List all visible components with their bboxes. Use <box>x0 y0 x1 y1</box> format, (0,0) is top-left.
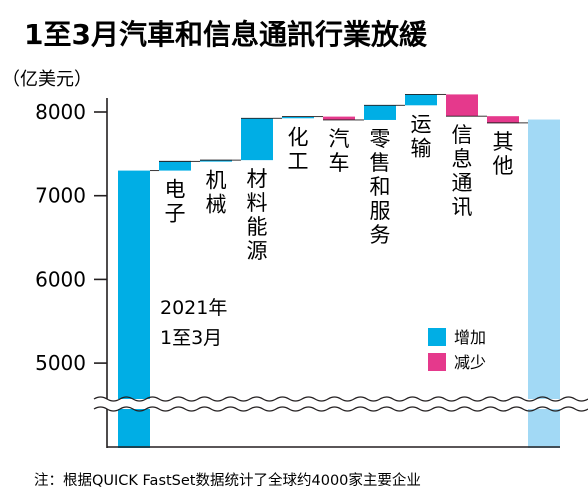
bar-step-2 <box>241 118 273 161</box>
bar-step-5 <box>364 105 396 120</box>
start-label-line-2: 1至3月 <box>160 327 222 349</box>
bar-step-4 <box>323 116 355 120</box>
legend-decrease-label: 减少 <box>454 353 486 372</box>
legend-increase-swatch <box>428 328 446 346</box>
category-label-6: 运输 <box>411 112 432 160</box>
category-label-7: 信息通讯 <box>452 123 473 219</box>
category-label-8: 其他 <box>493 130 514 178</box>
bar-end <box>528 119 560 449</box>
bar-step-0 <box>159 161 191 171</box>
y-tick-label-5000: 5000 <box>35 351 86 375</box>
category-label-3: 化工 <box>288 125 309 173</box>
y-tick-label-8000: 8000 <box>35 100 86 124</box>
category-label-4: 汽车 <box>329 127 350 175</box>
legend-increase-label: 增加 <box>454 328 486 347</box>
footnote: 注：根据QUICK FastSet数据统计了全球约4000家主要企业 <box>34 471 421 489</box>
bar-step-1 <box>200 160 232 162</box>
y-tick-label-6000: 6000 <box>35 267 86 291</box>
legend-decrease-swatch <box>428 353 446 371</box>
start-label-line-1: 2021年 <box>160 297 227 319</box>
unit-label: （亿美元） <box>2 69 92 90</box>
bar-step-3 <box>282 116 314 119</box>
chart-title: 1至3月汽車和信息通訊行業放緩 <box>24 18 428 51</box>
connectors <box>150 93 528 172</box>
category-label-2: 材料能源 <box>247 167 268 263</box>
y-tick-label-7000: 7000 <box>35 184 86 208</box>
category-label-0: 电子 <box>165 178 186 226</box>
category-label-1: 机械 <box>206 168 227 216</box>
axis-break-wave-top <box>93 396 588 402</box>
axis-break-wave-bottom <box>93 406 588 412</box>
y-axis-ticks: 5000 6000 7000 8000 <box>35 100 107 375</box>
bars <box>118 94 560 449</box>
axis-break-gap <box>94 399 566 409</box>
bar-step-7 <box>446 94 478 117</box>
bar-step-6 <box>405 94 437 106</box>
axis-break <box>93 396 588 412</box>
bar-step-8 <box>487 116 519 123</box>
category-label-5: 零售和服务 <box>370 127 391 247</box>
